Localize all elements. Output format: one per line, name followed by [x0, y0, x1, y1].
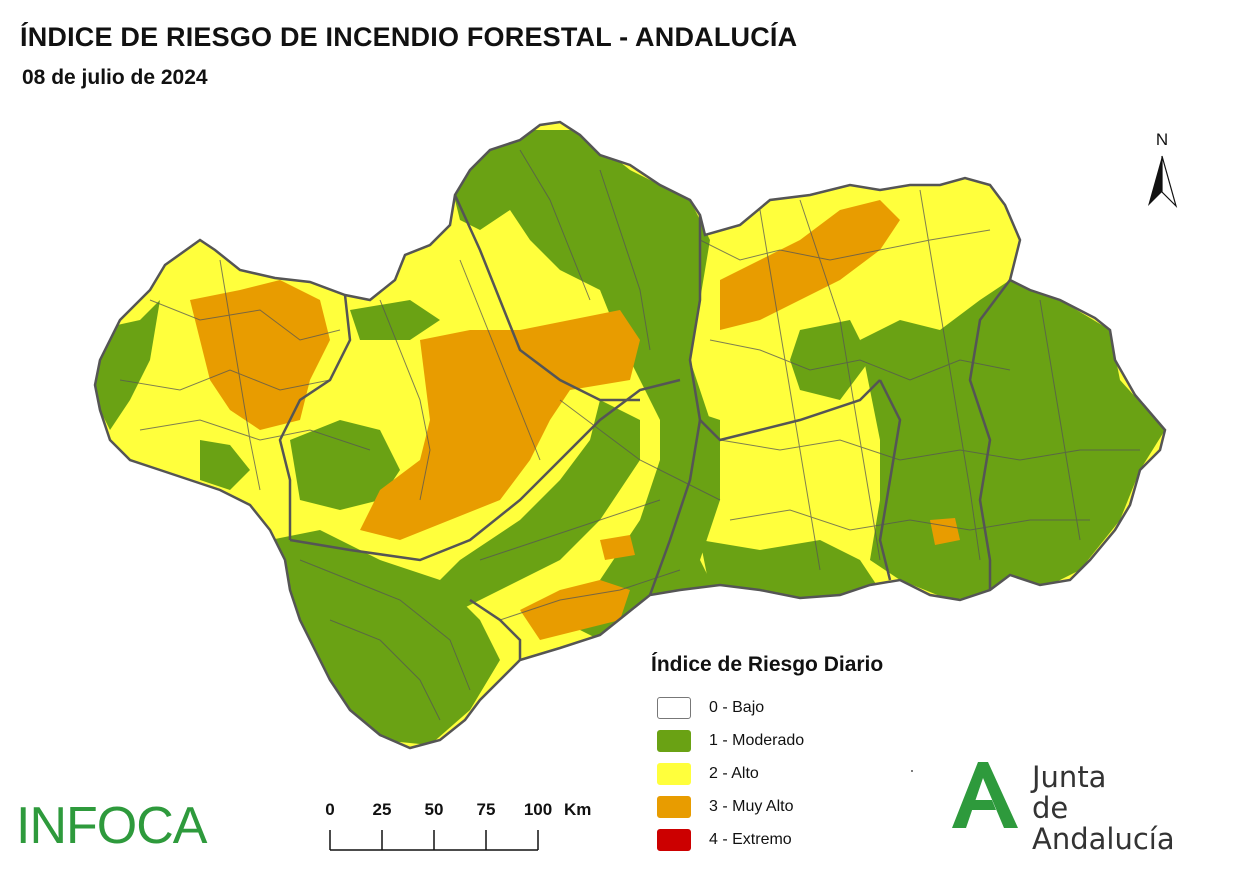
junta-line-1: Junta [1032, 760, 1107, 794]
legend-item-muy-alto: 3 - Muy Alto [651, 790, 883, 823]
scale-tick-25: 25 [372, 800, 392, 819]
scale-tick-75: 75 [476, 800, 496, 819]
legend-label-alto: 2 - Alto [709, 764, 759, 782]
scale-bar: 0 25 50 75 100 Km [320, 800, 591, 860]
legend-swatch-moderado [657, 729, 691, 752]
legend-item-alto: 2 - Alto [651, 757, 883, 790]
map-date: 08 de julio de 2024 [22, 66, 208, 89]
moderado-regions [95, 130, 1165, 745]
legend-label-muy-alto: 3 - Muy Alto [709, 797, 794, 815]
legend-label-bajo: 0 - Bajo [709, 698, 765, 716]
north-arrow: N [1140, 130, 1184, 210]
junta-text: Junta de Andalucía [1032, 762, 1218, 855]
legend-swatch-bajo [657, 696, 691, 719]
north-arrow-icon [1148, 155, 1178, 209]
scale-tick-100: 100 [523, 800, 553, 819]
legend-label-extremo: 4 - Extremo [709, 830, 792, 848]
legend-swatch-muy-alto [657, 795, 691, 818]
map-title: ÍNDICE DE RIESGO DE INCENDIO FORESTAL - … [20, 22, 798, 52]
legend: Índice de Riesgo Diario 0 - Bajo 1 - Mod… [651, 653, 883, 856]
infoca-logo: INFOCA [16, 797, 207, 855]
scale-unit: Km [564, 800, 592, 819]
junta-emblem-icon [952, 762, 1018, 828]
junta-de-andalucia-logo: Junta de Andalucía [948, 758, 1218, 855]
municipal-boundaries [119, 149, 1140, 721]
scale-bar-graphic [329, 830, 539, 851]
legend-swatch-extremo [657, 828, 691, 851]
north-label: N [1155, 130, 1169, 149]
map-speck [911, 770, 913, 772]
legend-label-moderado: 1 - Moderado [709, 731, 805, 749]
scale-tick-0: 0 [325, 800, 335, 819]
legend-item-moderado: 1 - Moderado [651, 724, 883, 757]
legend-title: Índice de Riesgo Diario [651, 653, 884, 676]
legend-swatch-alto [657, 762, 691, 785]
muy-alto-regions [190, 200, 960, 640]
junta-line-2: de Andalucía [1032, 791, 1175, 856]
legend-item-bajo: 0 - Bajo [651, 691, 883, 724]
provincial-boundaries [278, 194, 1011, 660]
scale-tick-50: 50 [424, 800, 444, 819]
legend-item-extremo: 4 - Extremo [651, 823, 883, 856]
